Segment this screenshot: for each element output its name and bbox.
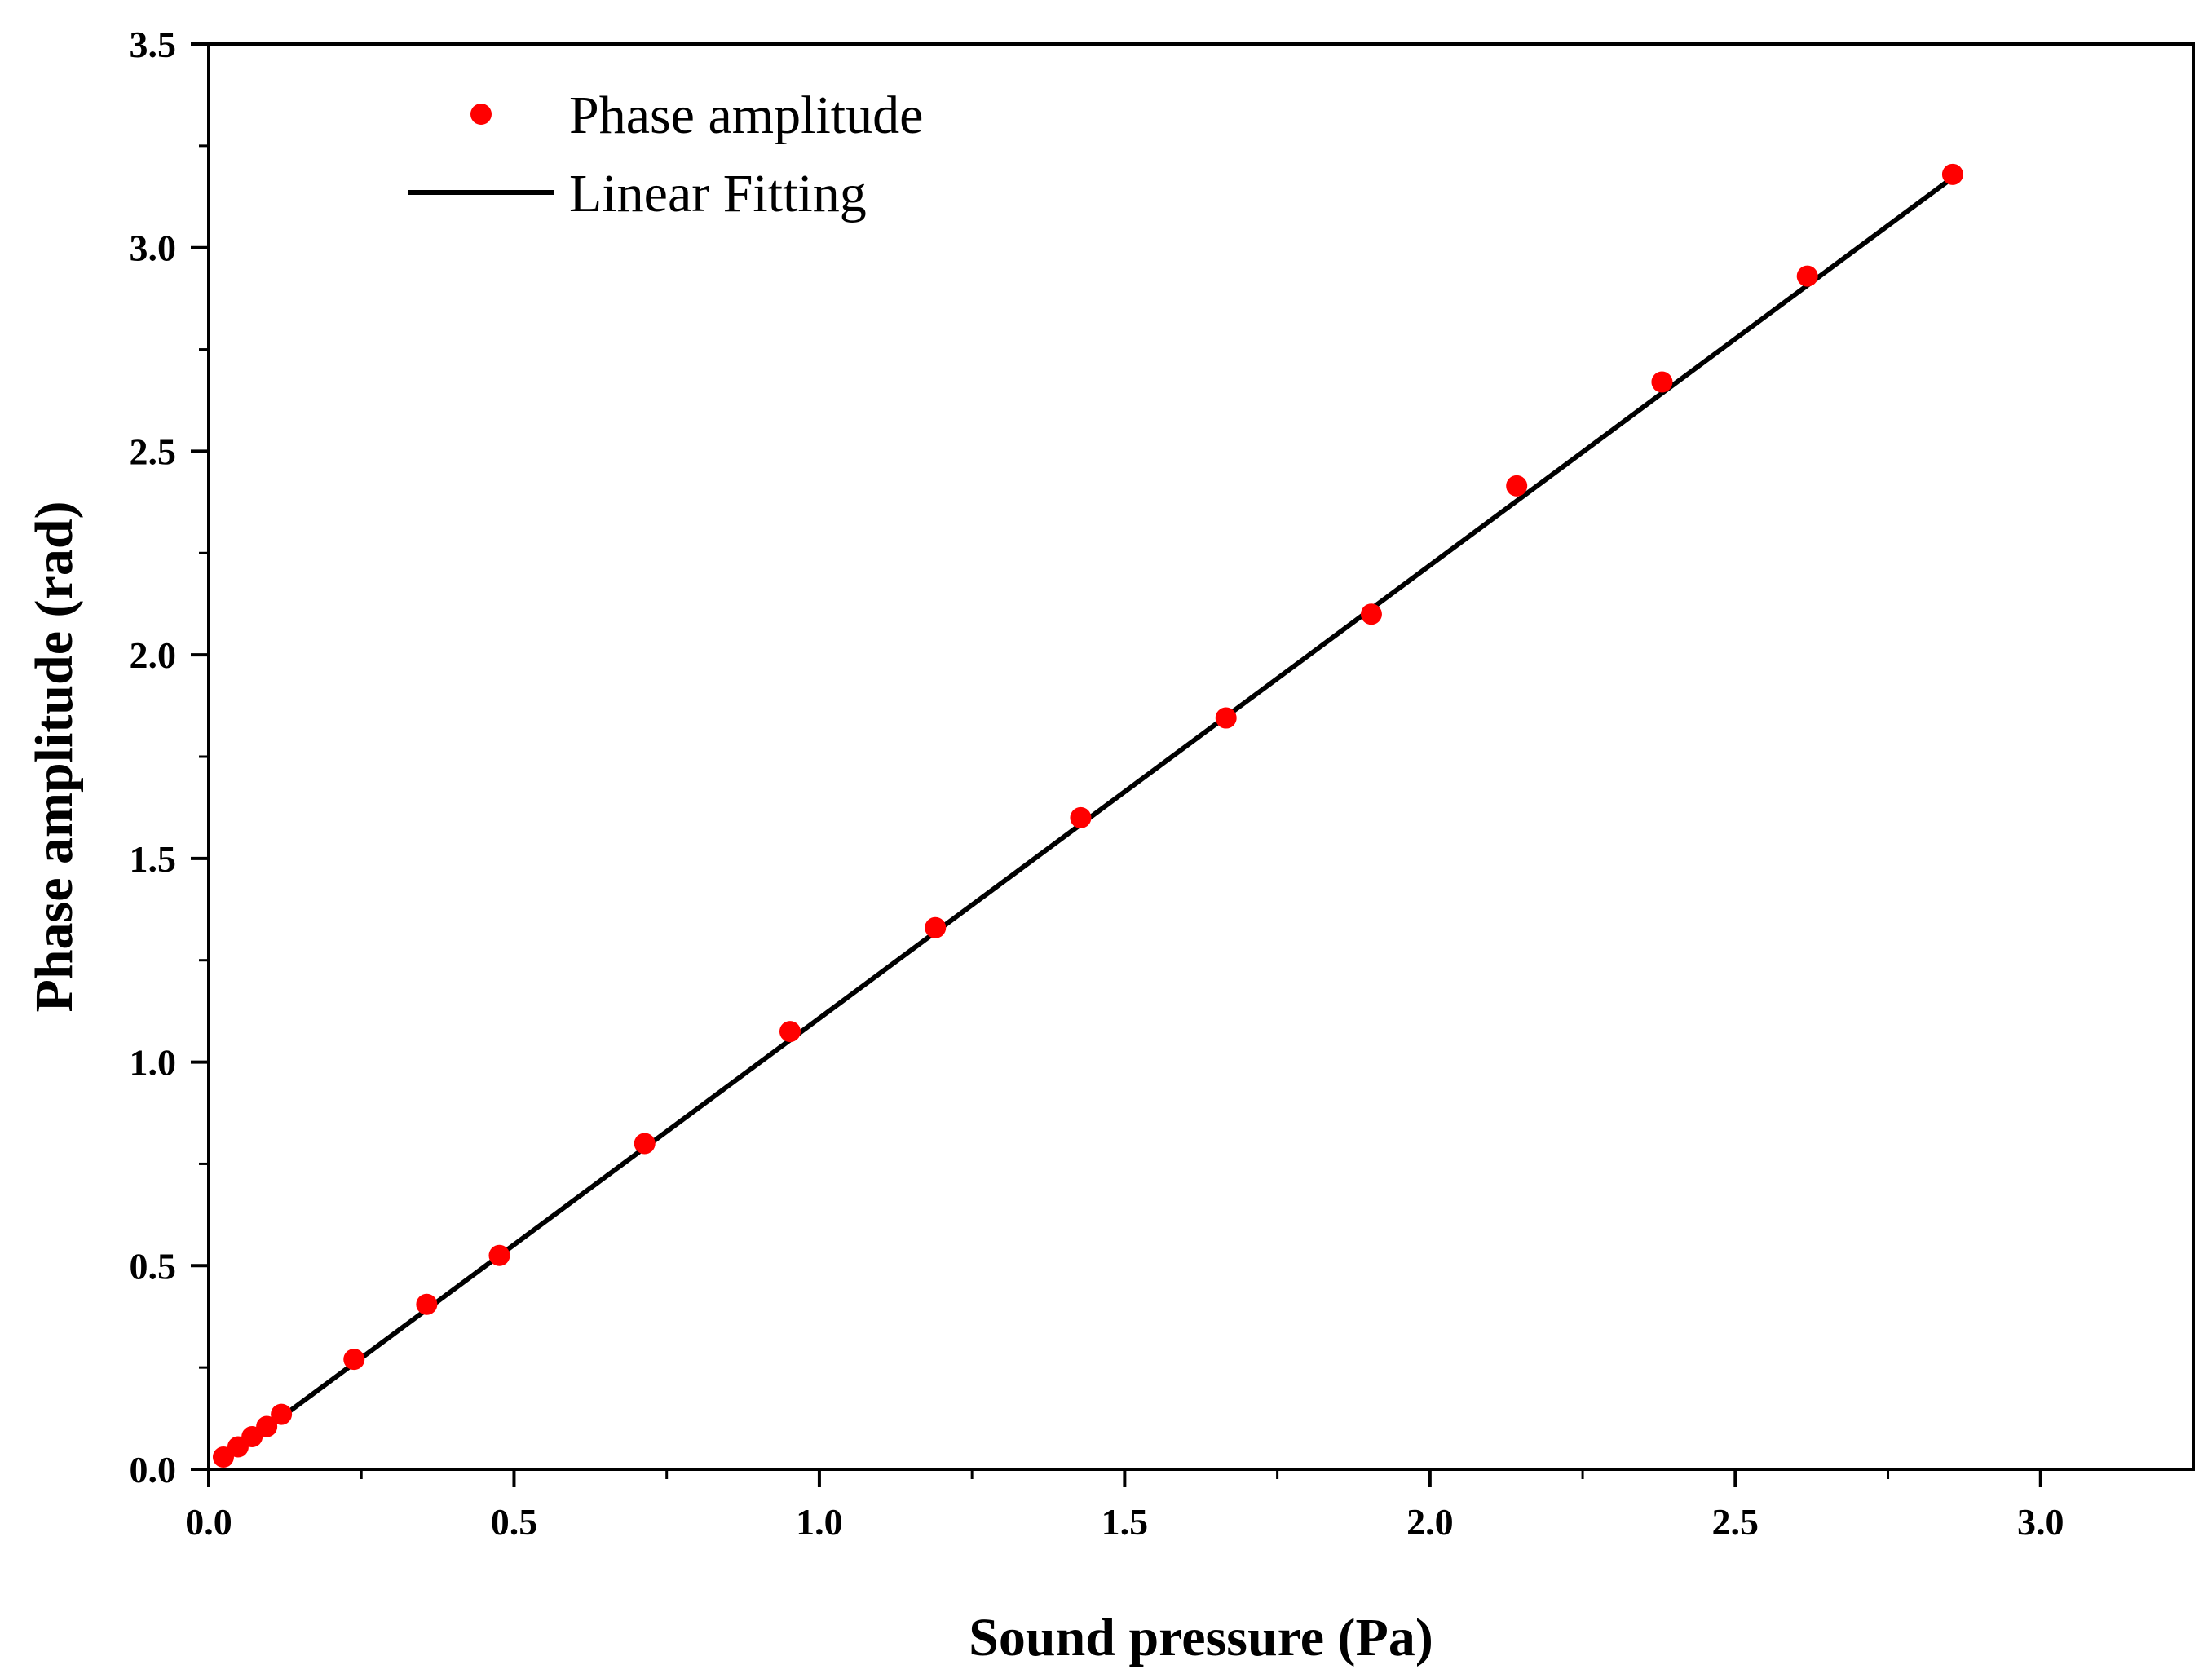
data-point — [343, 1349, 365, 1371]
data-point — [488, 1244, 510, 1266]
y-tick-label: 0.0 — [130, 1449, 177, 1490]
y-tick-label: 0.5 — [130, 1245, 177, 1287]
data-point — [1651, 371, 1673, 393]
legend-marker-phase-amplitude — [470, 104, 492, 125]
legend-label-linear-fitting: Linear Fitting — [569, 164, 867, 223]
axis-ticks — [191, 42, 2042, 1487]
data-point — [256, 1415, 278, 1437]
series-layer — [212, 163, 1963, 1468]
legend: Phase amplitude Linear Fitting — [408, 86, 923, 223]
x-tick-label: 2.0 — [1406, 1501, 1454, 1543]
data-point — [1070, 806, 1092, 828]
y-axis-title: Phase amplitude (rad) — [24, 501, 84, 1013]
x-tick-label: 1.0 — [796, 1501, 843, 1543]
data-point — [1796, 265, 1818, 287]
y-tick-labels: 0.0 0.5 1.0 1.5 2.0 2.5 3.0 3.5 — [130, 24, 177, 1490]
y-tick-label: 1.5 — [130, 838, 177, 880]
y-tick-label: 1.0 — [130, 1042, 177, 1084]
data-point — [1506, 475, 1528, 497]
y-tick-label: 2.0 — [130, 634, 177, 676]
data-point — [925, 916, 947, 938]
x-tick-label: 1.5 — [1102, 1501, 1149, 1543]
x-tick-label: 0.5 — [491, 1501, 538, 1543]
x-tick-label: 3.0 — [2017, 1501, 2064, 1543]
data-point — [779, 1021, 801, 1043]
data-point — [416, 1293, 438, 1315]
y-tick-label: 3.0 — [130, 227, 177, 269]
y-tick-label: 2.5 — [130, 431, 177, 472]
data-point — [634, 1133, 656, 1155]
data-point — [1215, 707, 1237, 729]
x-axis-title: Sound pressure (Pa) — [969, 1608, 1433, 1667]
data-point — [1941, 163, 1963, 185]
x-tick-label: 2.5 — [1712, 1501, 1759, 1543]
x-tick-labels: 0.0 0.5 1.0 1.5 2.0 2.5 3.0 — [185, 1501, 2064, 1543]
data-point — [271, 1403, 293, 1425]
x-tick-label: 0.0 — [185, 1501, 232, 1543]
legend-label-phase-amplitude: Phase amplitude — [569, 86, 923, 145]
data-point — [1360, 603, 1382, 625]
y-tick-label: 3.5 — [130, 24, 177, 65]
